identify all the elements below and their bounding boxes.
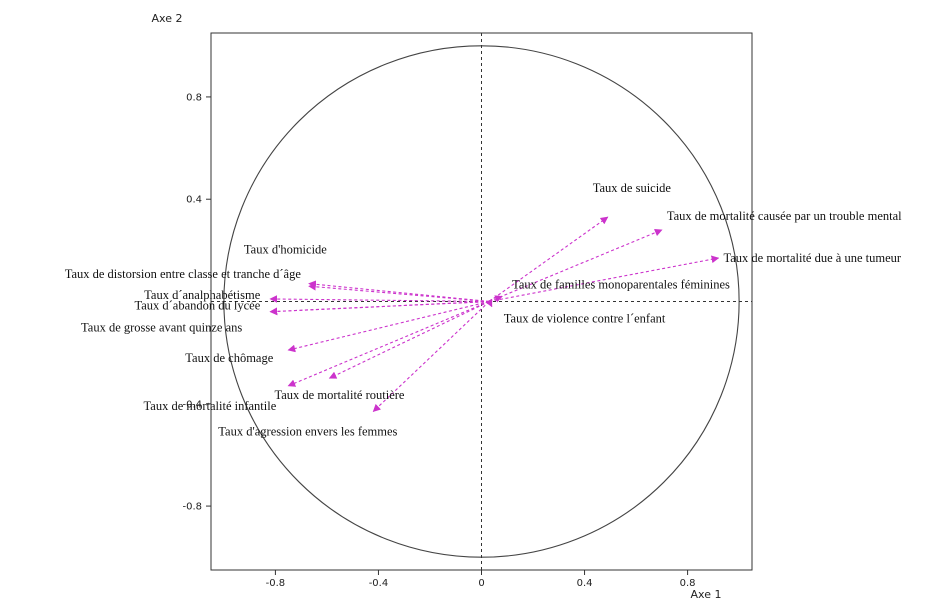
y-tick-label: -0.8 — [182, 502, 202, 513]
y-tick-label: 0.4 — [186, 195, 202, 206]
x-tick-label: -0.8 — [266, 578, 286, 589]
vector-arrow — [372, 301, 490, 412]
vector-arrow — [269, 300, 490, 316]
vector-arrow — [328, 301, 490, 379]
vector-label: Taux de mortalité infantile — [144, 399, 277, 413]
y-tick-label: 0.8 — [186, 92, 202, 103]
vector-arrow — [308, 282, 490, 303]
vector-arrow — [269, 300, 490, 316]
vectors-group — [269, 216, 720, 412]
x-tick-label: 0 — [478, 578, 484, 589]
vector-label: Taux d´analphabétisme — [144, 288, 261, 302]
vector-arrow — [489, 228, 663, 303]
vector-arrow — [287, 300, 490, 387]
vector-label: Taux de mortalité causée par un trouble … — [667, 209, 902, 223]
vector-label: Taux d'agression envers les femmes — [218, 424, 397, 438]
y-tick-label: -0.4 — [182, 399, 202, 410]
vector-arrow — [485, 298, 493, 308]
vector-label: Taux de grosse avant quinze ans — [81, 321, 242, 335]
x-tick-label: -0.4 — [369, 578, 389, 589]
vector-arrow — [287, 300, 490, 353]
vector-label: Taux d´abandon du lycée — [134, 299, 260, 313]
vector-arrow — [269, 295, 490, 303]
vector-arrow — [489, 255, 720, 303]
y-axis-title: Axe 2 — [152, 12, 183, 25]
vector-arrow — [308, 280, 490, 303]
vector-label: Taux de familles monoparentales féminine… — [512, 277, 730, 291]
vector-label: Taux de suicide — [593, 181, 672, 195]
x-tick-label: 0.4 — [577, 578, 593, 589]
x-tick-label: 0.8 — [680, 578, 696, 589]
vector-label: Taux de distorsion entre classe et tranc… — [65, 267, 302, 281]
x-axis-title: Axe 1 — [691, 588, 722, 600]
vector-arrow — [488, 216, 609, 302]
vector-label: Taux de chômage — [185, 351, 273, 365]
vector-label: Taux de violence contre l´enfant — [504, 312, 666, 326]
vector-label: Taux de mortalité due à une tumeur — [724, 251, 902, 265]
vector-label: Taux d'homicide — [244, 243, 327, 257]
labels-group: Taux de suicide Taux de mortalité causée … — [65, 181, 902, 438]
vector-label: Taux de mortalité routière — [275, 388, 405, 402]
